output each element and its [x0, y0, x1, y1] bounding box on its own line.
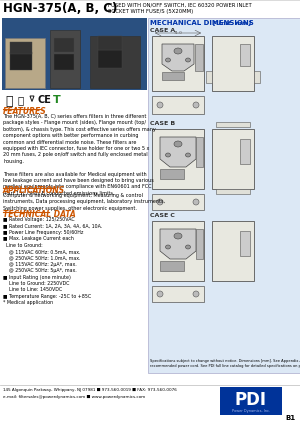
Bar [10, 52, 32, 70]
Text: e-mail: filtersales@powerdynamics.com ■ www.powerdynamics.com: e-mail: filtersales@powerdynamics.com ■ … [3, 395, 145, 399]
Text: Computer & networking equipment, Measuring & control
instruments, Data processin: Computer & networking equipment, Measuri… [3, 193, 165, 211]
Text: CE: CE [37, 95, 51, 105]
Ellipse shape [185, 153, 190, 157]
Polygon shape [160, 137, 196, 167]
Text: ■ Rated Voltage: 125/250VAC
■ Rated Current: 1A, 2A, 3A, 4A, 6A, 10A.
■ Power Li: ■ Rated Voltage: 125/250VAC ■ Rated Curr… [3, 217, 102, 305]
Ellipse shape [174, 141, 182, 147]
Circle shape [193, 291, 199, 297]
Ellipse shape [185, 245, 190, 249]
Bar [206, 71, 212, 83]
Ellipse shape [166, 58, 170, 62]
Text: APPLICATIONS: APPLICATIONS [3, 186, 65, 195]
Bar [152, 129, 204, 189]
Bar [160, 261, 184, 271]
Bar [152, 194, 204, 210]
Ellipse shape [174, 48, 182, 54]
Bar [2, 18, 147, 90]
Text: HGN-375(A, B, C): HGN-375(A, B, C) [3, 2, 117, 15]
Bar [152, 221, 204, 281]
Circle shape [193, 102, 199, 108]
Bar [5, 38, 45, 88]
Bar [196, 229, 203, 259]
Bar [152, 286, 204, 302]
Bar [196, 137, 203, 167]
Polygon shape [160, 229, 196, 259]
Text: Power Dynamics, Inc.: Power Dynamics, Inc. [232, 409, 270, 413]
Bar [254, 71, 260, 83]
Bar [216, 122, 250, 127]
Circle shape [193, 199, 199, 205]
Circle shape [157, 291, 163, 297]
Circle shape [157, 199, 163, 205]
Text: TECHNICAL DATA: TECHNICAL DATA [3, 210, 76, 219]
Text: CASE A: CASE A [150, 28, 175, 33]
Ellipse shape [174, 233, 182, 239]
Bar [240, 231, 250, 256]
Text: FUSED WITH ON/OFF SWITCH, IEC 60320 POWER INLET
SOCKET WITH FUSE/S (5X20MM): FUSED WITH ON/OFF SWITCH, IEC 60320 POWE… [108, 2, 252, 14]
Ellipse shape [185, 58, 190, 62]
Bar [10, 42, 32, 54]
Bar [240, 44, 250, 66]
Bar [54, 54, 74, 70]
Bar [98, 50, 122, 68]
Text: T: T [53, 95, 61, 105]
Text: The HGN-375(A, B, C) series offers filters in three different
package styles - F: The HGN-375(A, B, C) series offers filte… [3, 114, 156, 196]
Circle shape [157, 102, 163, 108]
Text: FEATURES: FEATURES [3, 107, 47, 116]
Bar [50, 30, 80, 88]
Bar [212, 221, 254, 281]
Bar [54, 38, 74, 52]
Polygon shape [162, 44, 194, 71]
Text: CASE B: CASE B [150, 121, 175, 126]
Text: Specifications subject to change without notice. Dimensions [mm]. See Appendix A: Specifications subject to change without… [150, 359, 300, 368]
Bar [240, 139, 250, 164]
Ellipse shape [166, 153, 170, 157]
Bar [152, 36, 204, 91]
Bar [195, 44, 203, 71]
Text: 71.0: 71.0 [174, 31, 182, 35]
Text: PDI: PDI [235, 391, 267, 409]
Bar [152, 96, 204, 114]
Text: [Unit: mm]: [Unit: mm] [211, 20, 251, 25]
Bar [220, 387, 282, 415]
Bar [212, 36, 254, 91]
Text: Ⓛ: Ⓛ [17, 95, 23, 105]
Text: B1: B1 [285, 415, 295, 421]
Bar [148, 18, 300, 373]
Text: MECHANICAL DIMENSIONS: MECHANICAL DIMENSIONS [150, 20, 254, 26]
Bar [160, 169, 184, 179]
Text: CASE C: CASE C [150, 213, 175, 218]
Text: Ⓛ: Ⓛ [5, 95, 13, 108]
Text: 145 Algonquin Parkway, Whippany, NJ 07981 ■ 973-560-0019 ■ FAX: 973-560-0076: 145 Algonquin Parkway, Whippany, NJ 0798… [3, 388, 177, 392]
Ellipse shape [166, 245, 170, 249]
Bar [90, 36, 140, 88]
Bar [162, 72, 184, 80]
Bar [216, 189, 250, 194]
Bar [212, 129, 254, 189]
Bar [98, 36, 122, 50]
